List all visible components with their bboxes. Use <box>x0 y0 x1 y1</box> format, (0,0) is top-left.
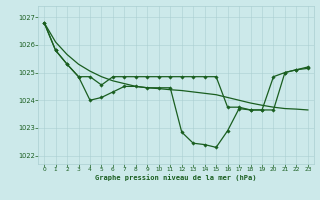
X-axis label: Graphe pression niveau de la mer (hPa): Graphe pression niveau de la mer (hPa) <box>95 175 257 181</box>
